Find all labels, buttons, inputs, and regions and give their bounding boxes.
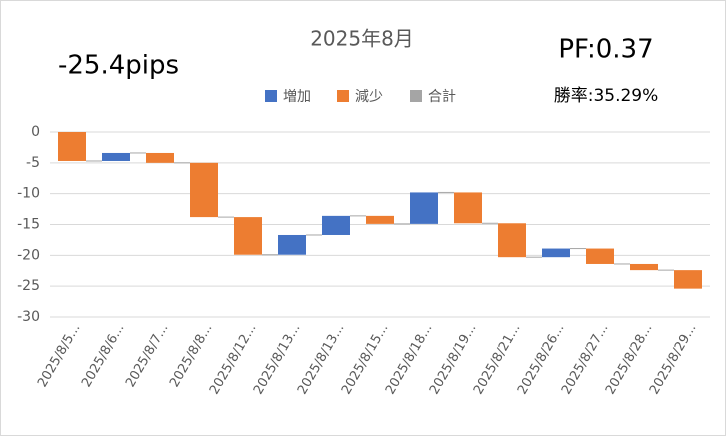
y-tick-label: 0 <box>31 124 40 140</box>
bar <box>498 223 526 258</box>
winrate-annotation: 勝率:35.29% <box>554 86 659 106</box>
legend-swatch <box>337 90 349 102</box>
bar <box>630 263 658 271</box>
bar <box>454 192 482 224</box>
bar <box>146 152 174 163</box>
bar <box>58 132 86 161</box>
bar <box>190 162 218 218</box>
y-tick-label: -5 <box>26 155 40 171</box>
y-tick-label: -10 <box>17 186 40 202</box>
y-tick-label: -20 <box>17 247 40 263</box>
total-annotation: -25.4pips <box>58 51 179 81</box>
bar <box>542 248 570 258</box>
chart-title: 2025年8月 <box>310 27 414 51</box>
legend-label: 増加 <box>283 89 311 105</box>
legend-label: 減少 <box>355 88 383 105</box>
bar <box>410 192 438 224</box>
bar <box>366 215 394 224</box>
bar <box>102 152 130 161</box>
legend-swatch <box>410 90 422 102</box>
y-tick-label: -30 <box>17 309 40 325</box>
bar <box>586 248 614 264</box>
legend-swatch <box>265 90 277 102</box>
bar <box>322 215 350 235</box>
bar <box>674 270 702 289</box>
pf-annotation: PF:0.37 <box>558 35 653 65</box>
y-tick-label: -15 <box>17 217 40 233</box>
bar <box>278 234 306 255</box>
y-tick-label: -25 <box>17 278 40 294</box>
legend-label: 合計 <box>428 89 456 105</box>
bar <box>234 217 262 255</box>
